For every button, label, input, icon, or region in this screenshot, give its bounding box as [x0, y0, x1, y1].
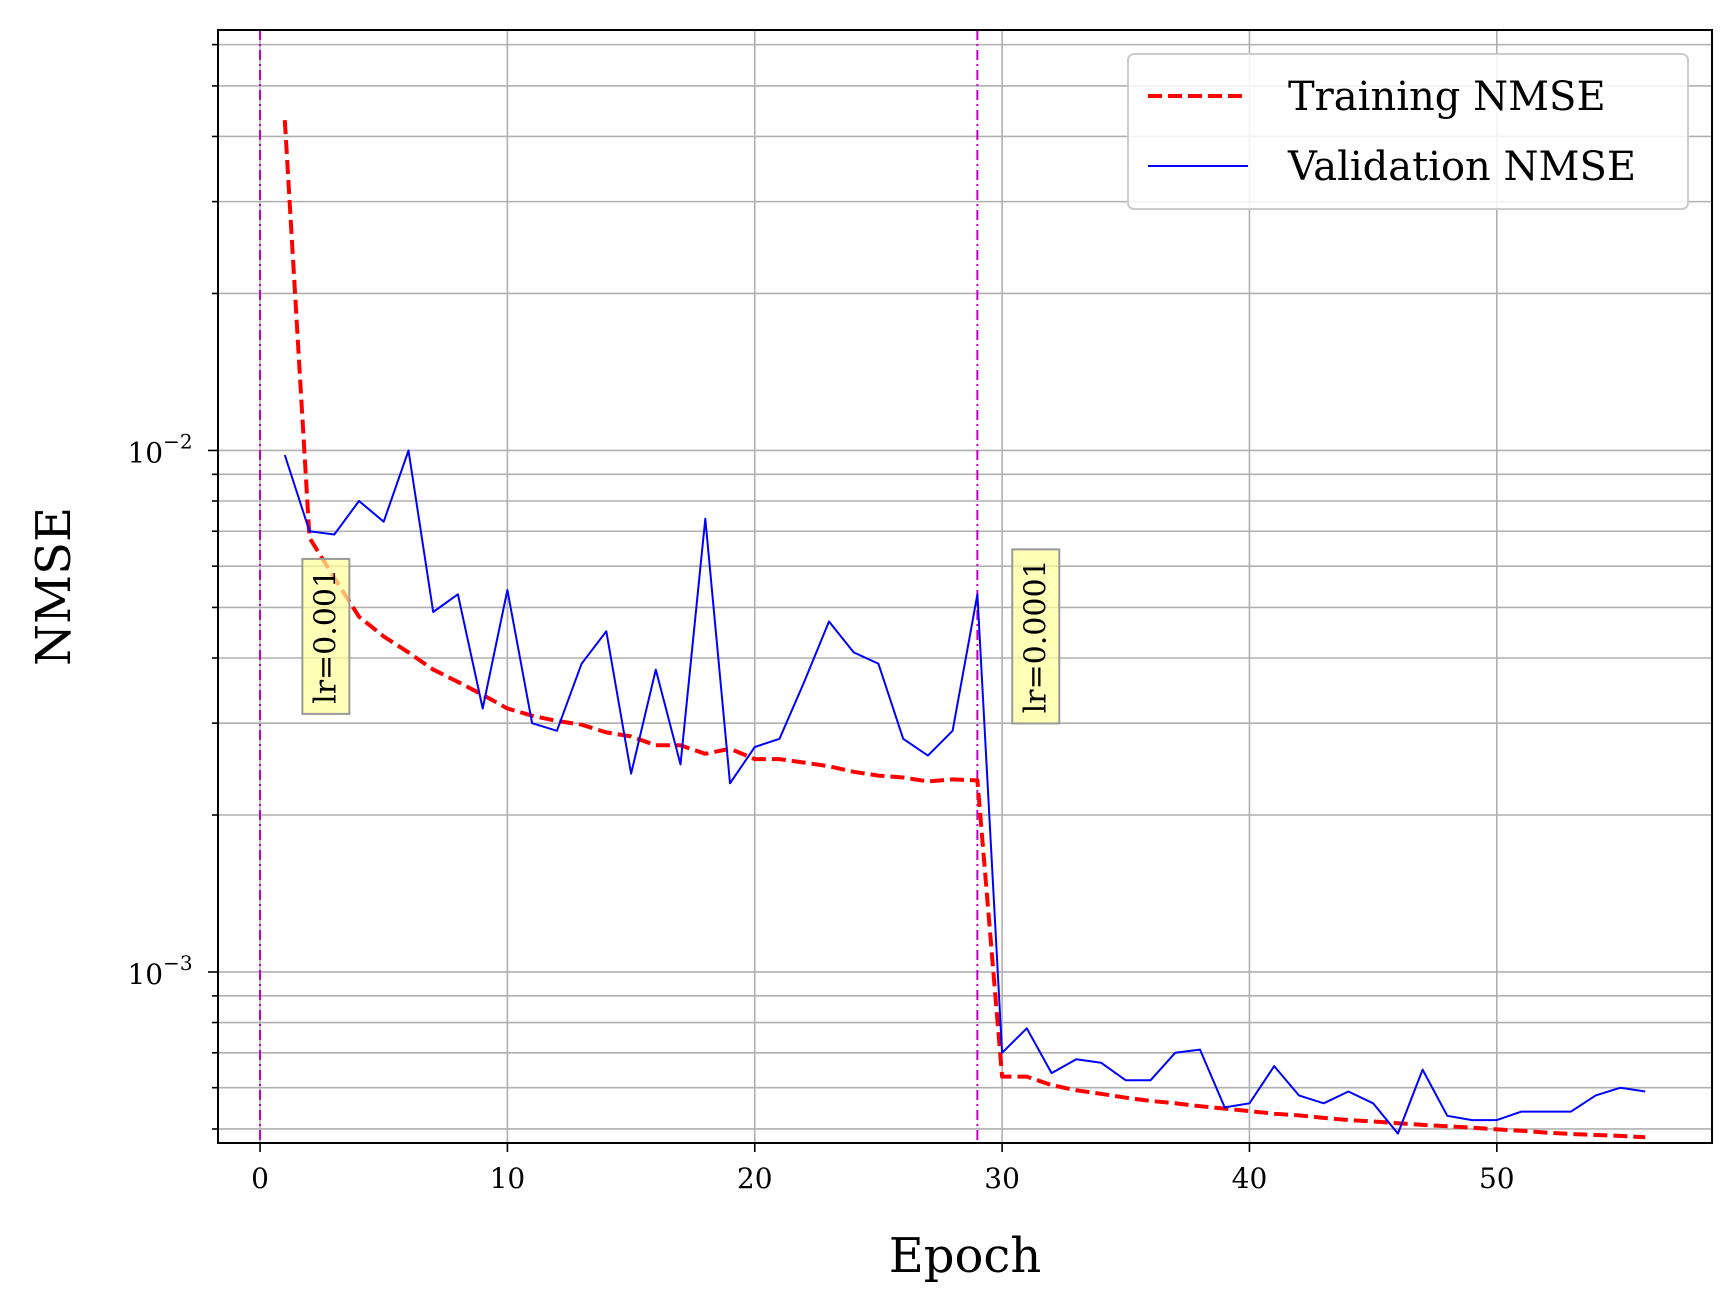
legend-box: [1127, 53, 1689, 210]
y-axis-label: NMSE: [26, 507, 82, 666]
x-tick-label: 40: [1232, 1162, 1268, 1195]
x-tick-label: 10: [490, 1162, 526, 1195]
series-layer: [282, 119, 1646, 1140]
x-tick-label: 50: [1479, 1162, 1515, 1195]
legend: Training NMSE Validation NMSE: [1127, 53, 1689, 210]
annotation-group: lr=0.001: [301, 557, 351, 715]
annotation-box: [1011, 548, 1061, 725]
y-tick-label: 10−2: [127, 429, 192, 469]
x-tick-label: 20: [737, 1162, 773, 1195]
annotations: lr=0.001 lr=0.0001: [301, 548, 1061, 725]
series-line-validation: [283, 449, 1646, 1135]
plot-frame: [217, 29, 1713, 1144]
x-tick-label: 30: [984, 1162, 1020, 1195]
x-axis-label: Epoch: [889, 1228, 1041, 1284]
annotation-group: lr=0.0001: [1011, 548, 1061, 725]
series-line-training: [282, 119, 1646, 1140]
annotation-label: lr=0.0001: [1018, 559, 1053, 713]
annotation-label: lr=0.001: [308, 569, 343, 704]
legend-label-training: Training NMSE: [1288, 74, 1606, 120]
x-tick-label: 0: [251, 1162, 269, 1195]
legend-label-validation: Validation NMSE: [1287, 144, 1636, 190]
vertical-marker-lines: [259, 30, 979, 1143]
y-tick-label: 10−3: [127, 951, 192, 991]
axis-ticks: 0 10 20 30 40 50 10−3 10−2: [127, 43, 1515, 1195]
annotation-box: [301, 557, 351, 715]
